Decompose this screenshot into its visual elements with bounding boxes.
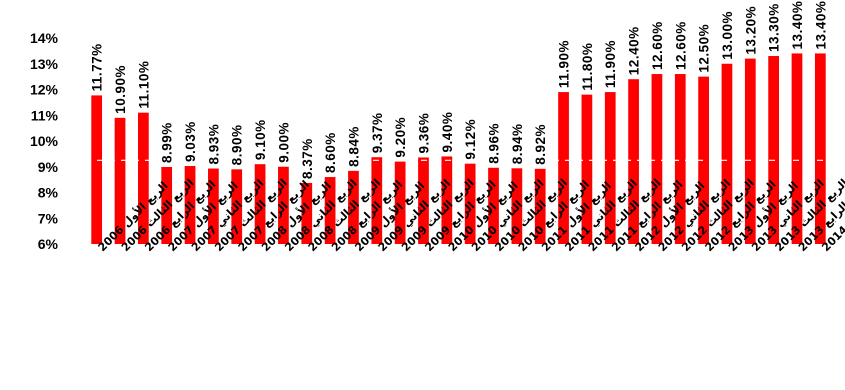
bar xyxy=(534,168,546,244)
y-tick-label: 12% xyxy=(30,82,59,98)
data-label: 8.99% xyxy=(160,122,175,163)
data-label: 12.40% xyxy=(627,26,642,75)
bar xyxy=(114,117,126,244)
data-label: 8.37% xyxy=(300,138,315,179)
data-label: 9.20% xyxy=(393,117,408,158)
data-label: 8.94% xyxy=(510,124,525,165)
bar xyxy=(721,63,733,244)
data-label: 12.50% xyxy=(697,24,712,73)
bar xyxy=(208,168,219,244)
data-label: 13.00% xyxy=(720,11,735,60)
bar xyxy=(581,94,593,245)
bar xyxy=(254,164,266,244)
y-tick-label: 14% xyxy=(30,30,59,46)
data-label: 10.90% xyxy=(113,65,128,114)
bar xyxy=(604,92,616,244)
data-label: 13.30% xyxy=(767,3,782,52)
bar-series xyxy=(91,53,826,245)
data-label: 13.40% xyxy=(790,1,805,50)
bar xyxy=(301,182,313,244)
bar xyxy=(348,170,359,244)
bar xyxy=(651,74,663,244)
bar xyxy=(137,112,149,245)
data-label: 9.12% xyxy=(463,119,478,160)
data-label: 8.93% xyxy=(206,124,221,165)
bar xyxy=(488,167,499,244)
bar xyxy=(231,169,243,244)
data-label: 9.10% xyxy=(253,119,268,160)
bar xyxy=(511,168,523,244)
data-label: 9.40% xyxy=(440,112,455,153)
data-label: 9.36% xyxy=(416,113,431,154)
data-label: 11.90% xyxy=(557,40,572,88)
data-label: 8.96% xyxy=(487,123,502,164)
data-label: 8.90% xyxy=(230,125,245,166)
bar xyxy=(418,157,429,244)
bar xyxy=(91,95,103,244)
bar xyxy=(184,165,196,244)
y-tick-label: 6% xyxy=(38,236,59,252)
bar xyxy=(628,79,639,244)
data-label: 11.77% xyxy=(90,43,105,91)
y-tick-label: 11% xyxy=(31,107,59,123)
data-label: 8.60% xyxy=(323,132,338,173)
data-label: 11.10% xyxy=(136,61,151,109)
data-label: 9.37% xyxy=(370,112,385,153)
bar xyxy=(698,76,709,245)
bar xyxy=(394,161,406,244)
bar xyxy=(814,53,826,245)
bar xyxy=(441,156,453,244)
bar xyxy=(768,56,780,244)
y-axis: 6% 7% 8% 9% 10% 11% 12% 13% 14% xyxy=(30,30,59,252)
bar xyxy=(558,92,569,244)
bar xyxy=(278,166,289,244)
data-label: 11.80% xyxy=(580,43,595,91)
bar xyxy=(161,167,173,244)
data-label: 12.60% xyxy=(673,21,688,70)
data-label: 12.60% xyxy=(650,21,665,70)
bar xyxy=(791,53,803,245)
data-label: 13.20% xyxy=(743,6,758,55)
y-tick-label: 13% xyxy=(30,56,59,72)
y-tick-label: 9% xyxy=(38,159,59,175)
bar xyxy=(744,58,756,244)
y-tick-label: 7% xyxy=(38,210,59,226)
data-label: 8.84% xyxy=(346,126,361,167)
y-tick-label: 10% xyxy=(30,133,59,149)
data-label: 11.90% xyxy=(603,40,618,88)
bar xyxy=(464,163,476,244)
bar xyxy=(324,177,336,244)
bar xyxy=(371,157,383,244)
data-label: 9.00% xyxy=(276,122,291,163)
data-label: 9.03% xyxy=(183,121,198,162)
y-tick-label: 8% xyxy=(38,185,59,201)
bar xyxy=(674,74,686,244)
data-label: 13.40% xyxy=(813,1,828,50)
data-label-group: 11.77% 10.90% 11.10% 8.99% 9.03% 8.93% 8.90% 9.… xyxy=(90,1,829,179)
data-label: 8.92% xyxy=(533,124,548,165)
